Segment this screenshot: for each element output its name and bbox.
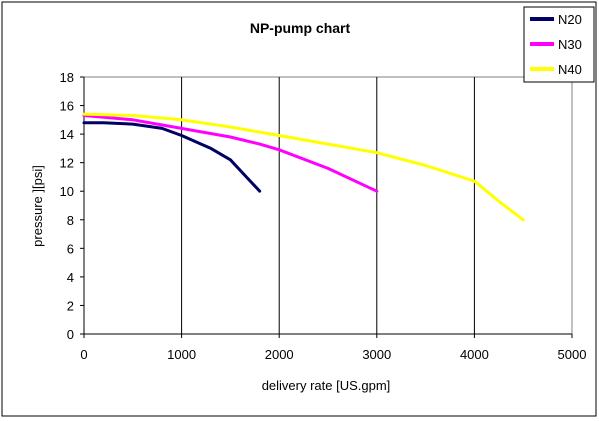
y-tick-label: 0	[67, 327, 74, 342]
legend-label-n40: N40	[558, 62, 582, 77]
legend-label-n30: N30	[558, 37, 582, 52]
series-lines	[82, 112, 525, 222]
y-tick-label: 10	[60, 184, 74, 199]
x-tick-label: 5000	[558, 347, 587, 362]
y-tick-label: 14	[60, 127, 74, 142]
y-tick-label: 8	[67, 213, 74, 228]
x-axis-label: delivery rate [US.gpm]	[262, 378, 391, 393]
axes: 0 2 4 6 8 10 12 14 16 18 0 1000 2000 3000 4000 5000	[60, 70, 587, 362]
x-tick-label: 3000	[362, 347, 391, 362]
y-tick-label: 2	[67, 298, 74, 313]
y-tick-label: 6	[67, 241, 74, 256]
chart-title: NP-pump chart	[250, 20, 351, 36]
x-tick-label: 0	[80, 347, 87, 362]
y-tick-label: 16	[60, 99, 74, 114]
series-line-n30	[82, 114, 379, 193]
y-tick-label: 4	[67, 270, 74, 285]
x-tick-label: 2000	[265, 347, 294, 362]
legend: N20 N30 N40	[523, 6, 595, 83]
legend-label-n20: N20	[558, 12, 582, 27]
legend-items: N20 N30 N40	[530, 12, 582, 77]
y-axis-label: pressure ][psi]	[30, 165, 45, 247]
x-tick-label: 1000	[167, 347, 196, 362]
y-tick-label: 18	[60, 70, 74, 85]
plot-area	[83, 76, 573, 335]
x-tick-label: 4000	[460, 347, 489, 362]
series-line-n20	[82, 121, 262, 193]
series-line-n40	[82, 112, 525, 222]
y-tick-label: 12	[60, 156, 74, 171]
